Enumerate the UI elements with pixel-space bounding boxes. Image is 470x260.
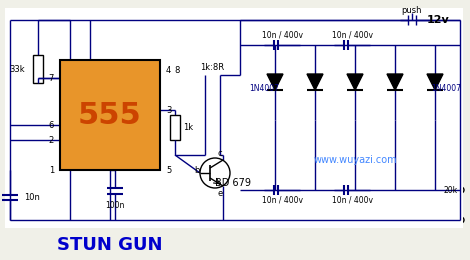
Text: 10n / 400v: 10n / 400v xyxy=(331,196,373,205)
Bar xyxy=(5,8,463,228)
Bar xyxy=(170,115,180,140)
Text: push: push xyxy=(402,5,422,15)
Polygon shape xyxy=(307,74,323,90)
Polygon shape xyxy=(347,74,363,90)
Bar xyxy=(33,55,43,83)
Text: 10n / 400v: 10n / 400v xyxy=(261,30,303,40)
Text: 1N4007: 1N4007 xyxy=(249,83,279,93)
Text: 10n: 10n xyxy=(24,192,40,202)
Text: 33k: 33k xyxy=(9,64,25,74)
Text: 5: 5 xyxy=(166,166,171,174)
Text: c: c xyxy=(218,148,222,158)
Text: 1k: 1k xyxy=(183,122,193,132)
Text: 10n / 400v: 10n / 400v xyxy=(261,196,303,205)
Polygon shape xyxy=(427,74,443,90)
Polygon shape xyxy=(387,74,403,90)
Text: 7: 7 xyxy=(48,74,54,82)
Text: www.wuyazi.com: www.wuyazi.com xyxy=(313,155,397,165)
Text: 1: 1 xyxy=(49,166,54,174)
Text: e: e xyxy=(217,188,223,198)
Text: 2: 2 xyxy=(49,135,54,145)
Text: BD 679: BD 679 xyxy=(215,178,251,188)
Text: STUN GUN: STUN GUN xyxy=(57,236,163,254)
Text: 1N4007: 1N4007 xyxy=(431,83,461,93)
Text: 1k:8R: 1k:8R xyxy=(200,62,224,72)
Text: b: b xyxy=(194,166,200,174)
Text: 100n: 100n xyxy=(105,200,125,210)
Text: 10n / 400v: 10n / 400v xyxy=(331,30,373,40)
Text: 12v: 12v xyxy=(427,15,449,25)
Text: 4: 4 xyxy=(166,66,171,75)
Text: 555: 555 xyxy=(78,101,142,129)
Text: 20k: 20k xyxy=(444,185,458,194)
Text: 3: 3 xyxy=(166,106,172,114)
Text: 6: 6 xyxy=(48,120,54,129)
Bar xyxy=(60,60,160,170)
Text: 8: 8 xyxy=(174,66,180,75)
Polygon shape xyxy=(267,74,283,90)
